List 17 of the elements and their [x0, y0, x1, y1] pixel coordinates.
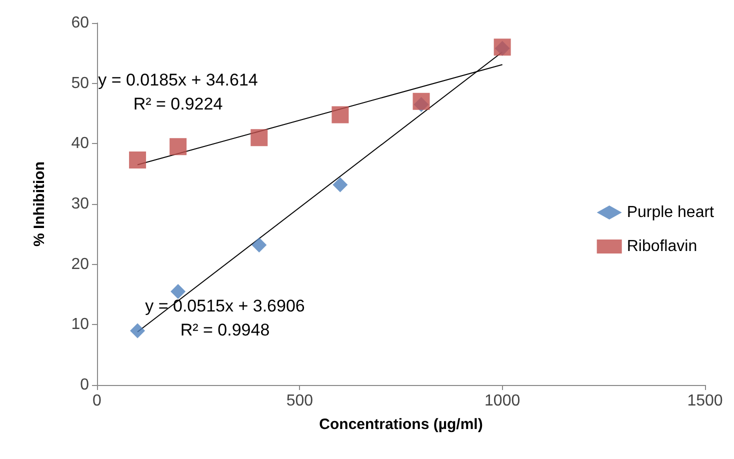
y-tick-label: 50	[71, 74, 90, 92]
annotation: y = 0.0185x + 34.614 R² = 0.9224	[98, 70, 258, 114]
y-tick-label: 10	[71, 316, 90, 334]
annotation: y = 0.0515x + 3.6906 R² = 0.9948	[145, 296, 305, 340]
x-tick-label: 1000	[484, 392, 520, 410]
x-tick-label: 1500	[687, 392, 723, 410]
y-tick-label: 60	[71, 14, 90, 32]
y-tick-label: 40	[71, 135, 90, 152]
x-tick-label: 500	[286, 392, 314, 410]
y-axis-title: % Inhibition	[31, 162, 48, 246]
x-axis-title: Concentrations (µg/ml)	[319, 416, 483, 433]
y-tick-label: 0	[80, 376, 90, 394]
legend-label: Riboflavin	[626, 238, 698, 255]
legend-label: Purple heart	[626, 204, 715, 221]
y-tick-label: 20	[71, 256, 90, 273]
y-tick-label: 30	[71, 196, 90, 212]
x-tick-label: 0	[92, 392, 102, 410]
